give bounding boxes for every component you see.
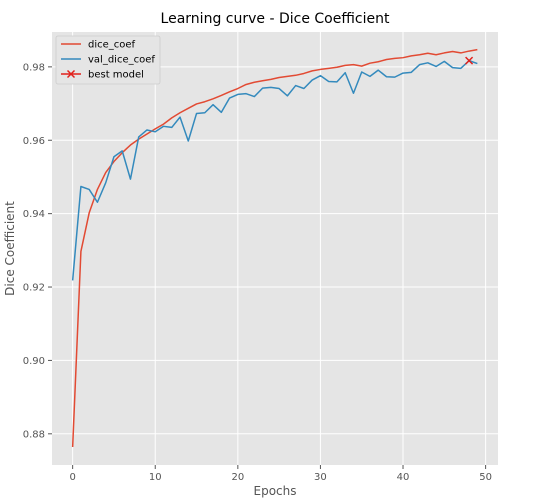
legend-label-val-dice-coef: val_dice_coef bbox=[88, 55, 155, 66]
y-gridlines bbox=[52, 66, 498, 435]
series-line-dice-coef bbox=[71, 48, 478, 448]
y-tick-label: 0.94 bbox=[23, 209, 45, 220]
legend-label-best-model: best model bbox=[88, 70, 144, 81]
legend-marker-best-model bbox=[66, 69, 76, 79]
legend-box bbox=[55, 35, 161, 85]
legend-label-dice-coef: dice_coef bbox=[88, 40, 136, 51]
y-tick-label: 0.88 bbox=[23, 429, 45, 440]
x-tick-label: 40 bbox=[397, 472, 410, 483]
plot-area bbox=[52, 32, 498, 465]
y-axis-label: Dice Coefficient bbox=[3, 201, 17, 296]
y-tick-label: 0.92 bbox=[23, 283, 45, 294]
legend: dice_coef val_dice_coef best model bbox=[55, 35, 161, 85]
x-tick-label: 50 bbox=[479, 472, 492, 483]
y-tick-label: 0.90 bbox=[23, 356, 45, 367]
best-model-marker bbox=[465, 56, 474, 65]
x-tick-label: 20 bbox=[231, 472, 244, 483]
y-tick-label: 0.98 bbox=[23, 62, 45, 73]
chart-title: Learning curve - Dice Coefficient bbox=[161, 11, 390, 27]
y-tick-label: 0.96 bbox=[23, 136, 45, 147]
y-axis-ticks: 0.88 0.90 0.92 0.94 0.96 0.98 bbox=[23, 62, 52, 440]
series-line-val-dice-coef bbox=[71, 59, 478, 281]
x-gridlines bbox=[72, 32, 487, 465]
x-axis-ticks: 0 10 20 30 40 50 bbox=[69, 465, 492, 483]
series-layer bbox=[71, 48, 478, 448]
x-tick-label: 30 bbox=[314, 472, 327, 483]
x-tick-label: 10 bbox=[149, 472, 162, 483]
x-tick-label: 0 bbox=[69, 472, 75, 483]
x-axis-label: Epochs bbox=[254, 484, 297, 498]
marker-layer bbox=[465, 56, 474, 65]
legend-x-icon bbox=[66, 69, 76, 79]
